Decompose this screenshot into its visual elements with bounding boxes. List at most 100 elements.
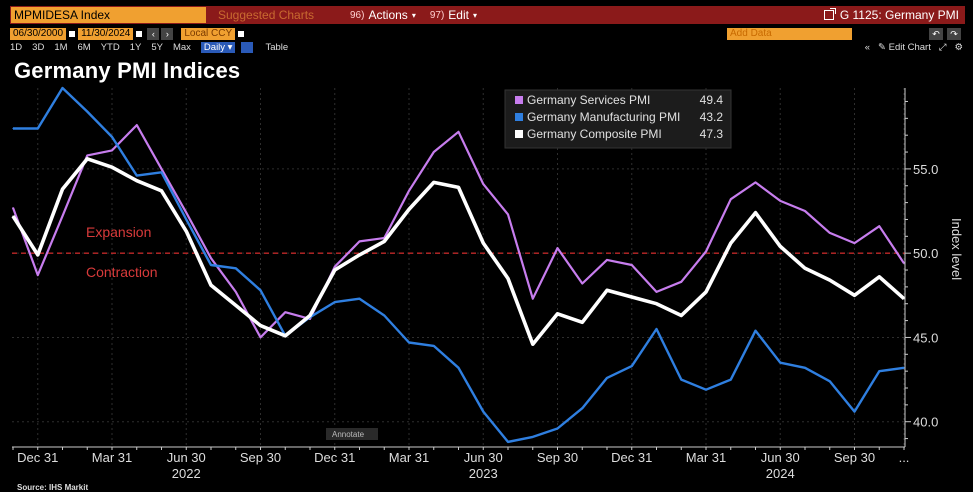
data-point	[556, 247, 559, 249]
data-point	[457, 186, 460, 189]
data-point	[160, 190, 163, 192]
data-point	[556, 313, 559, 315]
y-tick-label: 45.0	[913, 330, 938, 345]
data-point	[457, 367, 460, 369]
range-1d[interactable]: 1D	[10, 41, 23, 53]
annotate-button-bg[interactable]	[326, 428, 378, 440]
x-tick-label: Sep 30	[834, 450, 875, 465]
x-tick-label: Mar 31	[92, 450, 132, 465]
data-point	[680, 314, 682, 317]
range-1y[interactable]: 1Y	[129, 41, 142, 53]
data-point	[804, 367, 806, 369]
grid	[12, 88, 905, 447]
edit-menu[interactable]: 97) Edit ▾	[430, 8, 477, 22]
data-point	[532, 343, 534, 345]
undo-icon[interactable]: ↶	[929, 27, 943, 40]
previous-period-button[interactable]: ‹	[147, 27, 160, 40]
expand-icon[interactable]: ⤢	[938, 41, 947, 53]
add-data-input[interactable]: Add Data	[727, 27, 852, 40]
legend-last-value: 49.4	[700, 93, 724, 107]
data-point	[61, 188, 64, 190]
x-tick-label: Jun 30	[464, 450, 503, 465]
data-point	[754, 181, 757, 183]
data-point	[12, 127, 14, 130]
data-point	[482, 411, 484, 413]
data-point	[680, 378, 682, 381]
y-axis: 40.0 45.0 50.0 55.0	[904, 88, 938, 447]
data-point	[160, 171, 163, 173]
data-point	[111, 136, 113, 138]
calendar-icon[interactable]	[136, 30, 143, 37]
data-point	[631, 296, 633, 298]
data-point	[829, 279, 831, 281]
start-date-input[interactable]: 06/30/2000	[10, 27, 67, 40]
redo-icon[interactable]: ↷	[947, 27, 961, 40]
table-button[interactable]: Table	[265, 41, 289, 53]
data-point	[779, 245, 781, 248]
data-point	[482, 242, 484, 244]
suggested-charts-button[interactable]: Suggested Charts	[218, 8, 336, 22]
data-point	[12, 215, 14, 217]
data-point	[804, 210, 806, 212]
data-point	[160, 168, 163, 170]
data-point	[185, 230, 187, 232]
year-label: 2023	[469, 466, 498, 481]
data-point	[705, 291, 707, 293]
next-period-button[interactable]: ›	[161, 27, 174, 40]
data-point	[433, 345, 435, 347]
data-point	[12, 207, 14, 209]
data-point	[61, 87, 64, 89]
chart-id-link[interactable]: G 1125: Germany PMI	[823, 8, 959, 22]
end-date-input[interactable]: 11/30/2024	[78, 27, 134, 40]
contraction-annotation: Contraction	[86, 264, 158, 280]
data-point	[606, 289, 608, 291]
legend-entry: Germany Composite PMI	[527, 127, 662, 141]
edit-chart-button[interactable]: ✎ Edit Chart	[878, 41, 931, 53]
data-point	[383, 240, 385, 242]
data-point	[631, 365, 633, 367]
range-ytd[interactable]: YTD	[100, 41, 120, 53]
suggested-charts-label: Suggested Charts	[218, 8, 315, 22]
data-point	[235, 304, 237, 307]
chevron-down-icon[interactable]	[238, 30, 245, 37]
range-max[interactable]: Max	[172, 41, 191, 53]
data-point	[309, 314, 311, 317]
range-1m[interactable]: 1M	[54, 41, 68, 53]
data-point	[730, 242, 732, 244]
range-bar: 1D 3D 1M 6M YTD 1Y 5Y Max Daily ▾ Table …	[10, 41, 965, 53]
annotate-label[interactable]: Annotate	[332, 430, 365, 439]
frequency-select[interactable]: Daily ▾	[200, 41, 236, 53]
data-point	[334, 266, 336, 268]
data-point	[853, 242, 856, 244]
year-label: 2024	[766, 466, 795, 481]
ticker-input[interactable]: MPMIDESA Index	[11, 7, 206, 23]
range-6m[interactable]: 6M	[77, 41, 91, 53]
chart-id-label: G 1125: Germany PMI	[839, 8, 959, 22]
data-point	[705, 389, 707, 391]
data-point	[86, 110, 88, 113]
gear-icon[interactable]: ⚙	[954, 41, 963, 53]
chevron-down-icon: ▾	[472, 10, 477, 20]
calendar-icon[interactable]	[69, 30, 76, 37]
data-point	[259, 325, 262, 327]
annotate-button[interactable]: Annotate	[326, 428, 378, 440]
data-point	[878, 276, 880, 278]
expansion-annotation: Expansion	[86, 224, 151, 240]
edit-label: Edit	[448, 8, 469, 22]
x-tick-label: Mar 31	[686, 450, 726, 465]
actions-menu[interactable]: 96) Actions ▾	[350, 8, 416, 22]
currency-select[interactable]: Local CCY	[181, 27, 236, 40]
data-point	[532, 298, 534, 300]
data-point	[383, 314, 385, 317]
range-5y[interactable]: 5Y	[151, 41, 163, 53]
data-point	[532, 436, 534, 438]
data-point	[259, 336, 262, 339]
range-3d[interactable]: 3D	[32, 41, 45, 53]
data-point	[655, 303, 658, 305]
data-point	[507, 277, 509, 280]
collapse-icon[interactable]: «	[864, 41, 870, 53]
x-axis: Dec 31 Mar 31 Jun 30 Sep 30 Dec 31 Mar 31 Jun …	[12, 446, 909, 481]
line-chart-icon[interactable]	[241, 41, 254, 53]
x-tick-label: Sep 30	[240, 450, 281, 465]
